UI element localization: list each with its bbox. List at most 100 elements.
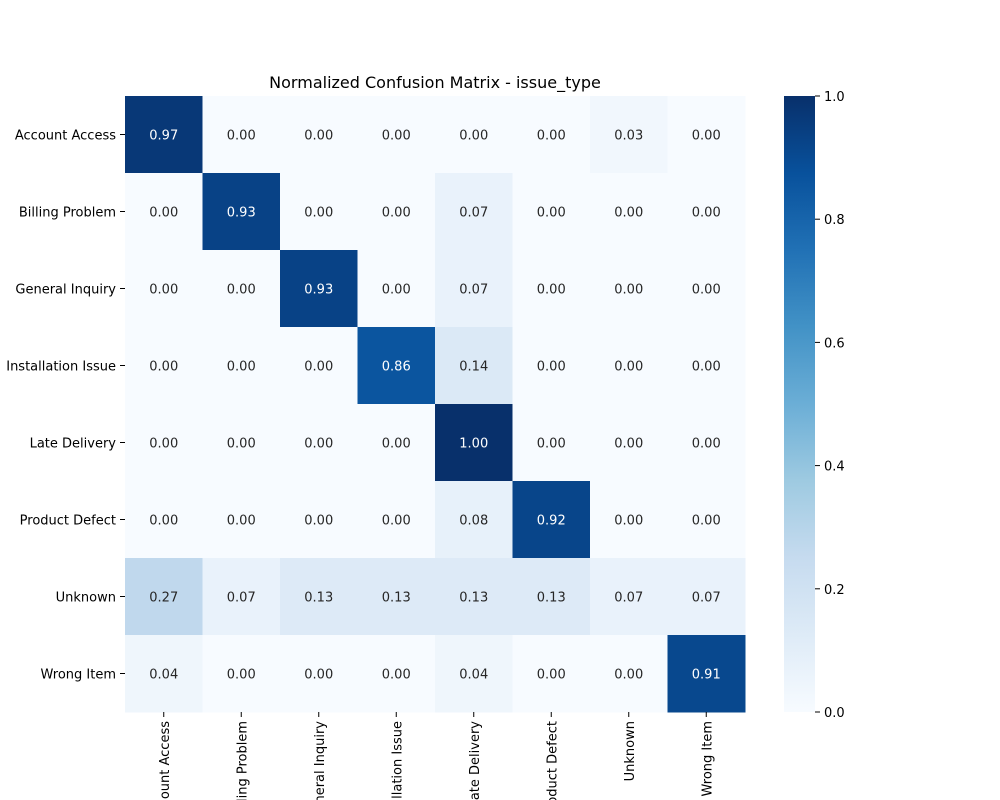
colorbar-tick-label: 0.0	[824, 706, 845, 721]
cell-value-label: 0.00	[227, 668, 256, 683]
x-tick-label: Unknown	[623, 721, 638, 781]
heatmap-cell	[512, 635, 591, 713]
cell-value-label: 0.00	[614, 668, 643, 683]
cell-value-label: 0.00	[382, 668, 411, 683]
heatmap-cell	[435, 635, 513, 713]
cell-value-label: 0.13	[459, 591, 488, 606]
heatmap-cell	[590, 481, 668, 559]
cell-value-label: 0.00	[692, 283, 721, 298]
heatmap-cell	[280, 481, 358, 559]
cell-value-label: 0.00	[382, 514, 411, 529]
heatmap-cell	[202, 558, 281, 636]
cell-value-label: 0.00	[614, 360, 643, 375]
heatmap-cell	[667, 481, 746, 559]
cell-value-label: 0.04	[149, 668, 178, 683]
cell-value-label: 0.00	[227, 360, 256, 375]
heatmap-cell	[512, 404, 591, 482]
heatmap-cell	[357, 250, 436, 328]
cell-value-label: 1.00	[459, 437, 488, 452]
cell-value-label: 0.97	[149, 129, 178, 144]
cell-value-label: 0.00	[692, 360, 721, 375]
cell-value-label: 0.00	[459, 129, 488, 144]
heatmap-cells	[125, 96, 746, 713]
heatmap-cell	[667, 404, 746, 482]
cell-value-label: 0.00	[304, 206, 333, 221]
cell-value-label: 0.00	[382, 206, 411, 221]
cell-value-label: 0.27	[149, 591, 178, 606]
cell-value-label: 0.00	[537, 437, 566, 452]
x-tick-label: Late Delivery	[468, 721, 483, 800]
cell-value-label: 0.00	[692, 206, 721, 221]
y-tick-label: Billing Problem	[19, 206, 116, 221]
heatmap-cell	[435, 96, 513, 174]
heatmap-cell	[125, 96, 203, 174]
cell-value-label: 0.00	[692, 514, 721, 529]
cell-value-label: 0.92	[537, 514, 566, 529]
heatmap-cell	[512, 96, 591, 174]
heatmap-cell	[590, 635, 668, 713]
heatmap-cell	[202, 327, 281, 405]
y-tick-label: Account Access	[15, 129, 116, 144]
cell-value-label: 0.00	[149, 514, 178, 529]
cell-value-label: 0.00	[227, 283, 256, 298]
heatmap-cell	[590, 250, 668, 328]
cell-value-label: 0.00	[382, 437, 411, 452]
cell-value-label: 0.00	[537, 283, 566, 298]
heatmap-cell	[125, 404, 203, 482]
heatmap-cell	[280, 96, 358, 174]
heatmap-cell	[357, 173, 436, 251]
colorbar-tick-label: 0.8	[824, 213, 845, 228]
heatmap-value-labels: 0.97 0.00 0.00 0.00 0.00 0.00 0.03 0.00 0.00 0.93…	[149, 129, 720, 683]
cell-value-label: 0.86	[382, 360, 411, 375]
heatmap-cell	[202, 404, 281, 482]
cell-value-label: 0.07	[459, 206, 488, 221]
cell-value-label: 0.00	[614, 283, 643, 298]
cell-value-label: 0.14	[459, 360, 488, 375]
colorbar-gradient	[784, 96, 815, 712]
cell-value-label: 0.00	[304, 360, 333, 375]
heatmap-cell	[590, 327, 668, 405]
y-axis-ticks: Account Access Billing Problem General Inq…	[6, 129, 125, 683]
heatmap-cell	[590, 404, 668, 482]
cell-value-label: 0.13	[537, 591, 566, 606]
heatmap-cell	[667, 173, 746, 251]
x-axis-ticks: Account Access Billing Problem General Inq…	[158, 712, 715, 800]
cell-value-label: 0.00	[614, 437, 643, 452]
cell-value-label: 0.00	[692, 129, 721, 144]
heatmap-cell	[667, 96, 746, 174]
cell-value-label: 0.00	[227, 514, 256, 529]
heatmap-cell	[202, 173, 281, 251]
heatmap-cell	[667, 250, 746, 328]
heatmap-cell	[125, 558, 203, 636]
heatmap-cell	[512, 250, 591, 328]
colorbar-tick-label: 0.6	[824, 336, 845, 351]
cell-value-label: 0.00	[382, 283, 411, 298]
cell-value-label: 0.00	[537, 668, 566, 683]
cell-value-label: 0.00	[149, 206, 178, 221]
heatmap-cell	[357, 558, 436, 636]
cell-value-label: 0.00	[304, 668, 333, 683]
heatmap-cell	[590, 558, 668, 636]
heatmap-cell	[280, 250, 358, 328]
y-tick-label: Unknown	[56, 591, 116, 606]
cell-value-label: 0.00	[614, 206, 643, 221]
x-tick-label: General Inquiry	[313, 721, 328, 800]
heatmap-cell	[435, 404, 513, 482]
heatmap-cell	[280, 558, 358, 636]
heatmap-cell	[357, 404, 436, 482]
heatmap-cell	[125, 481, 203, 559]
colorbar-tick-label: 0.4	[824, 460, 845, 475]
cell-value-label: 0.04	[459, 668, 488, 683]
heatmap-cell	[280, 404, 358, 482]
cell-value-label: 0.93	[227, 206, 256, 221]
colorbar-ticks: 0.0 0.2 0.4 0.6 0.8 1.0	[815, 90, 845, 721]
heatmap-cell	[512, 481, 591, 559]
cell-value-label: 0.00	[149, 283, 178, 298]
cell-value-label: 0.00	[537, 360, 566, 375]
heatmap-cell	[667, 635, 746, 713]
heatmap-cell	[435, 250, 513, 328]
heatmap-cell	[667, 327, 746, 405]
cell-value-label: 0.07	[459, 283, 488, 298]
cell-value-label: 0.08	[459, 514, 488, 529]
